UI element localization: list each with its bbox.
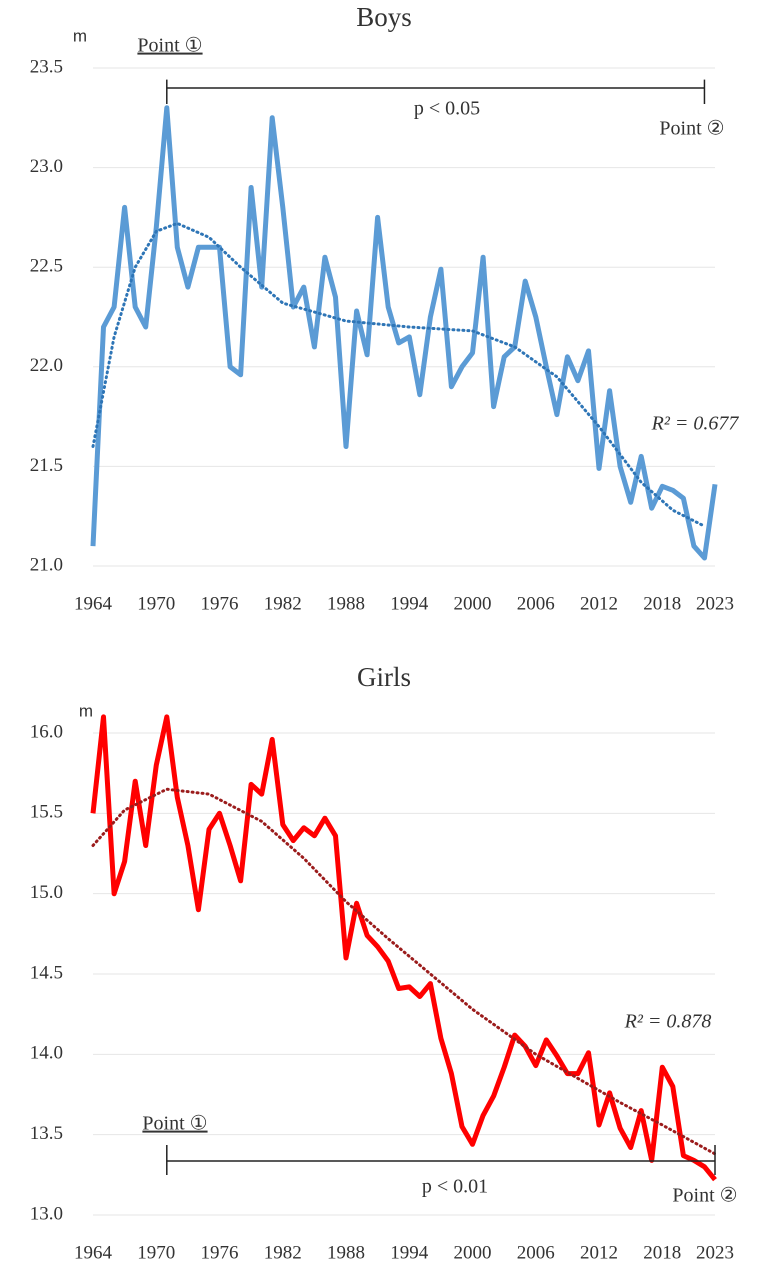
- y-tick-label: 16.0: [30, 721, 63, 742]
- x-tick-label: 2023: [696, 593, 734, 614]
- x-tick-label: 1970: [137, 1242, 175, 1263]
- x-tick-label: 2000: [454, 1242, 492, 1263]
- x-tick-label: 2018: [643, 593, 681, 614]
- x-tick-label: 1976: [201, 1242, 239, 1263]
- p-value: p < 0.01: [422, 1176, 488, 1198]
- x-tick-label: 2006: [517, 593, 555, 614]
- x-tick-label: 1976: [201, 593, 239, 614]
- y-tick-label: 21.5: [30, 455, 63, 476]
- x-tick-label: 1964: [74, 1242, 113, 1263]
- point-label: Point ①: [137, 35, 202, 57]
- x-tick-label: 1994: [390, 1242, 429, 1263]
- point-label: Point ①: [142, 1113, 207, 1135]
- x-tick-label: 2012: [580, 593, 618, 614]
- y-tick-label: 23.0: [30, 156, 63, 177]
- point-label: Point ②: [659, 118, 724, 140]
- point-label: Point ②: [672, 1185, 737, 1207]
- x-tick-label: 2023: [696, 1242, 734, 1263]
- x-tick-label: 1982: [264, 1242, 302, 1263]
- chart-title: Boys: [356, 2, 412, 32]
- y-tick-label: 22.0: [30, 355, 63, 376]
- data-line: [90, 714, 717, 1182]
- data-line: [90, 105, 718, 561]
- p-value: p < 0.05: [414, 98, 480, 120]
- x-tick-label: 2012: [580, 1242, 618, 1263]
- y-unit: m: [79, 701, 93, 720]
- x-tick-label: 2006: [517, 1242, 555, 1263]
- y-tick-label: 15.0: [30, 882, 63, 903]
- r-squared: R² = 0.878: [624, 1011, 712, 1033]
- y-tick-label: 13.0: [30, 1203, 63, 1224]
- y-tick-label: 15.5: [30, 802, 63, 823]
- trend-line: [91, 221, 706, 528]
- y-tick-label: 22.5: [30, 256, 63, 277]
- y-tick-label: 14.5: [30, 962, 63, 983]
- x-tick-label: 1964: [74, 593, 113, 614]
- trend-line: [91, 787, 717, 1156]
- x-tick-label: 1982: [264, 593, 302, 614]
- y-tick-label: 23.5: [30, 56, 63, 77]
- x-tick-label: 2018: [643, 1242, 681, 1263]
- y-tick-label: 21.0: [30, 554, 63, 575]
- r-squared: R² = 0.677: [651, 413, 740, 435]
- x-tick-label: 2000: [454, 593, 492, 614]
- x-tick-label: 1970: [137, 593, 175, 614]
- x-tick-label: 1988: [327, 1242, 365, 1263]
- y-tick-label: 14.0: [30, 1043, 63, 1064]
- chart-title: Girls: [357, 662, 411, 692]
- y-unit: m: [73, 26, 87, 45]
- x-tick-label: 1994: [390, 593, 429, 614]
- y-tick-label: 13.5: [30, 1123, 63, 1144]
- x-tick-label: 1988: [327, 593, 365, 614]
